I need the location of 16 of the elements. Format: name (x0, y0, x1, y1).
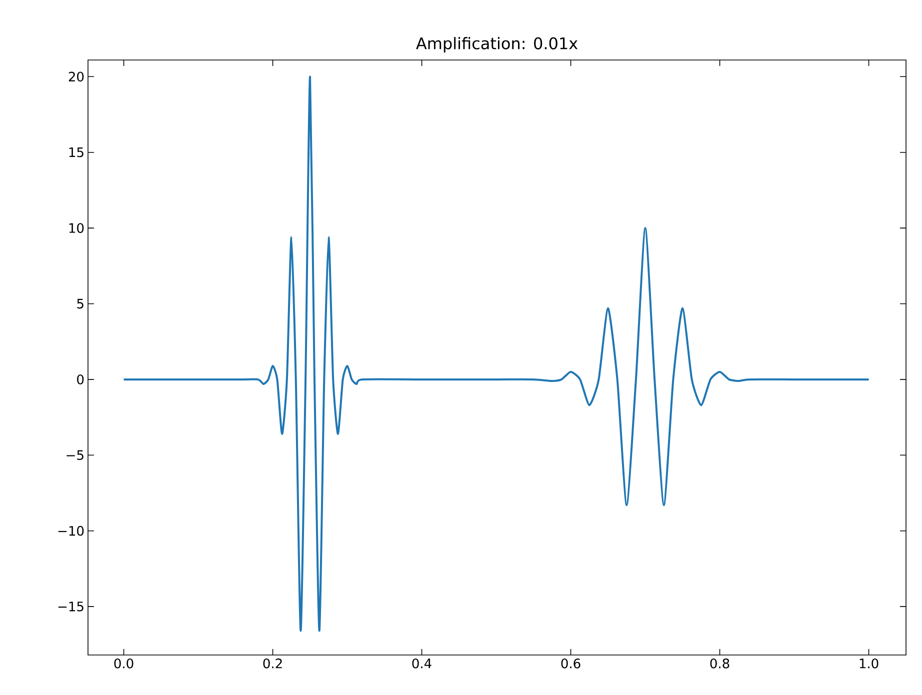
x-tick-label: 0.8 (710, 658, 730, 668)
chart-title: Amplification: 0.01x (416, 37, 578, 52)
y-tick-label: 5 (77, 298, 84, 309)
y-tick-label: 0 (77, 374, 84, 384)
y-tick-label: 15 (69, 148, 84, 158)
x-tick-label: 0.0 (114, 658, 134, 668)
x-tick-label: 0.6 (561, 658, 580, 668)
y-tick-label: −10 (58, 526, 84, 536)
x-tick-label: 0.4 (412, 658, 432, 668)
x-tick-label: 0.2 (263, 658, 282, 668)
x-tick-label: 1.0 (860, 658, 878, 668)
y-tick-label: −5 (66, 450, 84, 460)
line-series (122, 76, 870, 632)
y-tick-label: −15 (58, 602, 84, 612)
y-tick-label: 10 (69, 223, 84, 233)
y-tick-label: 20 (68, 72, 84, 82)
